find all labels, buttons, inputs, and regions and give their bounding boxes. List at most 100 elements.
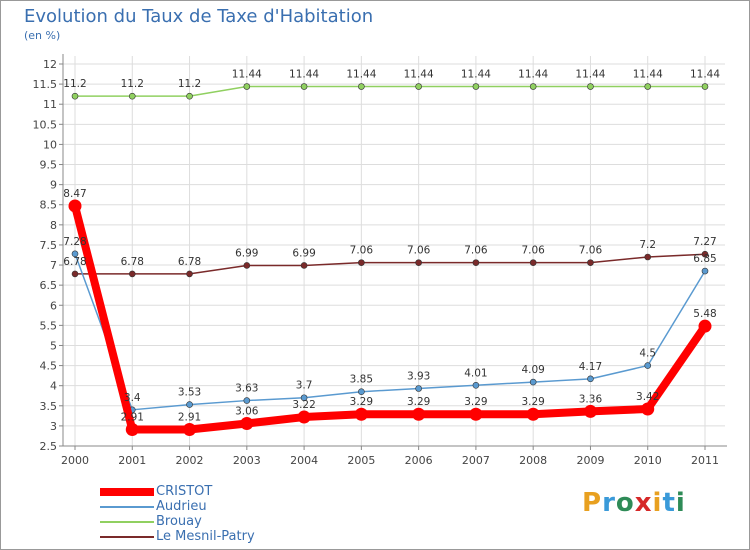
data-label-audrieu: 3.4	[124, 392, 141, 404]
data-point-cristot	[125, 423, 139, 437]
data-point-audrieu	[243, 397, 251, 404]
y-tick-label: 10.5	[33, 118, 58, 131]
data-point-audrieu	[186, 401, 193, 408]
x-tick-label: 2003	[233, 454, 261, 467]
y-tick-label: 5.5	[40, 319, 58, 332]
data-point-brouay	[529, 83, 537, 90]
data-label-brouay: 11.2	[178, 78, 201, 90]
legend-swatch	[100, 506, 154, 508]
data-label-cristot: 3.42	[636, 391, 659, 403]
data-point-audrieu	[300, 394, 308, 402]
data-point-le-mesnil-patry	[243, 262, 251, 269]
logo-letter: x	[634, 488, 653, 518]
data-label-cristot: 3.22	[292, 399, 315, 411]
legend-label: CRISTOT	[156, 484, 213, 499]
data-label-le-mesnil-patry: 6.78	[121, 256, 144, 268]
data-label-brouay: 11.44	[633, 69, 663, 81]
data-label-brouay: 11.44	[404, 69, 434, 81]
data-point-cristot	[354, 407, 368, 421]
data-label-brouay: 11.44	[518, 69, 548, 81]
data-label-cristot: 3.06	[235, 405, 259, 417]
data-label-audrieu: 6.85	[693, 253, 716, 265]
y-tick-label: 4	[50, 380, 57, 393]
legend-swatch	[100, 536, 154, 538]
data-label-audrieu: 3.7	[296, 380, 313, 392]
data-label-le-mesnil-patry: 7.06	[579, 245, 603, 257]
x-tick-label: 2007	[462, 454, 490, 467]
data-point-le-mesnil-patry	[472, 259, 480, 266]
legend-label: Le Mesnil-Patry	[156, 529, 255, 544]
data-point-brouay	[186, 92, 193, 100]
series-line-cristot	[71, 201, 709, 434]
data-point-brouay	[300, 83, 308, 90]
x-tick-label: 2010	[634, 454, 662, 467]
legend-item: CRISTOT	[100, 484, 360, 500]
data-label-brouay: 11.44	[289, 69, 319, 81]
data-point-brouay	[128, 92, 136, 100]
data-label-cristot: 3.29	[464, 396, 487, 408]
data-label-brouay: 11.44	[461, 69, 491, 81]
data-point-brouay	[358, 83, 365, 90]
legend-item: Brouay	[100, 514, 360, 530]
logo-letter: i	[675, 488, 686, 518]
x-tick-label: 2006	[405, 454, 433, 467]
data-label-cristot: 2.91	[121, 412, 144, 424]
y-tick-label: 6	[50, 299, 57, 312]
data-point-brouay	[587, 83, 594, 90]
data-label-cristot: 3.29	[350, 396, 373, 408]
data-point-le-mesnil-patry	[529, 259, 537, 266]
data-point-audrieu	[587, 375, 594, 383]
data-point-cristot	[698, 319, 712, 333]
y-tick-label: 3.5	[40, 400, 58, 413]
data-label-audrieu: 4.09	[521, 364, 544, 376]
legend-label: Audrieu	[156, 499, 207, 514]
logo-letter: i	[652, 488, 663, 518]
data-label-le-mesnil-patry: 7.06	[350, 245, 374, 257]
legend-swatch	[100, 488, 154, 496]
data-point-audrieu	[415, 385, 422, 392]
data-point-le-mesnil-patry	[415, 259, 422, 266]
data-point-cristot	[526, 407, 540, 421]
legend-item: Le Mesnil-Patry	[100, 529, 360, 545]
data-point-audrieu	[71, 250, 79, 258]
data-point-brouay	[243, 83, 251, 90]
x-tick-label: 2000	[61, 454, 89, 467]
data-point-audrieu	[358, 388, 365, 396]
chart-subtitle: (en %)	[24, 29, 61, 42]
x-tick-label: 2009	[576, 454, 604, 467]
data-point-brouay	[472, 83, 480, 90]
y-tick-label: 7.5	[40, 239, 58, 252]
data-point-cristot	[469, 407, 483, 421]
data-label-audrieu: 3.53	[178, 387, 201, 399]
data-point-le-mesnil-patry	[300, 262, 308, 269]
data-point-audrieu	[472, 381, 480, 389]
x-tick-label: 2004	[290, 454, 318, 467]
data-point-brouay	[644, 83, 652, 90]
data-point-le-mesnil-patry	[644, 253, 652, 261]
data-point-cristot	[68, 199, 82, 213]
y-tick-label: 7	[50, 259, 57, 272]
y-tick-label: 3	[50, 420, 57, 433]
y-tick-label: 8.5	[40, 199, 58, 212]
data-label-le-mesnil-patry: 6.99	[235, 247, 258, 259]
data-point-audrieu	[529, 378, 537, 386]
data-label-cristot: 2.91	[178, 412, 201, 424]
data-label-le-mesnil-patry: 7.06	[521, 245, 545, 257]
y-tick-label: 10	[43, 138, 57, 151]
data-label-brouay: 11.2	[63, 78, 86, 90]
data-label-le-mesnil-patry: 6.78	[63, 256, 86, 268]
x-tick-label: 2002	[176, 454, 204, 467]
data-label-le-mesnil-patry: 7.06	[407, 245, 431, 257]
data-label-le-mesnil-patry: 7.06	[464, 245, 488, 257]
y-tick-label: 11	[43, 98, 57, 111]
legend-item: Audrieu	[100, 499, 360, 515]
logo-letter: o	[615, 488, 635, 518]
data-label-brouay: 11.44	[575, 69, 605, 81]
data-label-audrieu: 3.63	[235, 383, 258, 395]
series-line-audrieu	[74, 253, 706, 411]
legend-swatch	[100, 521, 154, 523]
data-point-cristot	[297, 410, 311, 424]
data-label-audrieu: 3.85	[350, 374, 373, 386]
data-label-le-mesnil-patry: 6.99	[292, 247, 315, 259]
